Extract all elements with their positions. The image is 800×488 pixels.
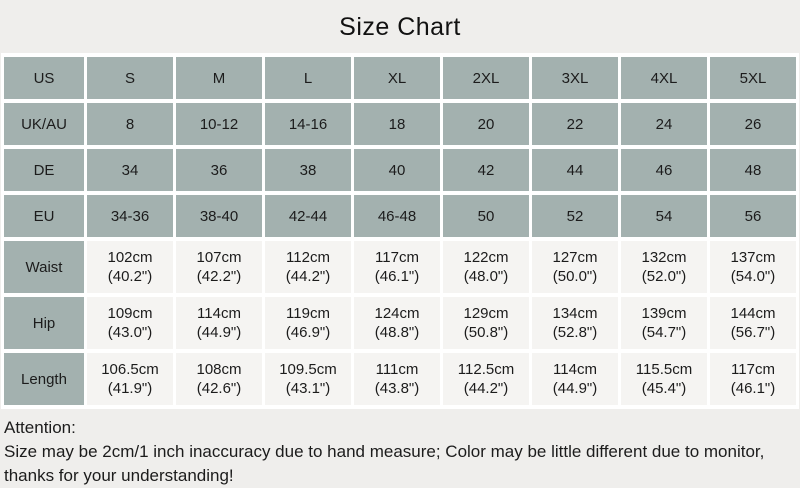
cell-waist-l: 112cm (44.2")	[265, 241, 351, 293]
cell-waist-s: 102cm (40.2")	[87, 241, 173, 293]
cell-us-l: L	[265, 57, 351, 99]
cell-ukau-4xl: 24	[621, 103, 707, 145]
cell-length-5xl: 117cm (46.1")	[710, 353, 796, 405]
page-title: Size Chart	[339, 13, 461, 41]
row-label-waist: Waist	[4, 241, 84, 293]
cell-hip-xl: 124cm (48.8")	[354, 297, 440, 349]
row-label-hip: Hip	[4, 297, 84, 349]
cell-ukau-m: 10-12	[176, 103, 262, 145]
cell-de-xl: 40	[354, 149, 440, 191]
cell-de-4xl: 46	[621, 149, 707, 191]
attention-note: Size may be 2cm/1 inch inaccuracy due to…	[4, 442, 765, 485]
cell-waist-4xl: 132cm (52.0")	[621, 241, 707, 293]
cell-de-2xl: 42	[443, 149, 529, 191]
table-row-de: DE 34 36 38 40 42 44 46 48	[4, 149, 796, 191]
cell-eu-3xl: 52	[532, 195, 618, 237]
cell-hip-m: 114cm (44.9")	[176, 297, 262, 349]
cell-us-xl: XL	[354, 57, 440, 99]
cell-de-l: 38	[265, 149, 351, 191]
cell-length-4xl: 115.5cm (45.4")	[621, 353, 707, 405]
cell-length-3xl: 114cm (44.9")	[532, 353, 618, 405]
cell-de-3xl: 44	[532, 149, 618, 191]
cell-eu-5xl: 56	[710, 195, 796, 237]
row-label-eu: EU	[4, 195, 84, 237]
cell-ukau-xl: 18	[354, 103, 440, 145]
cell-de-s: 34	[87, 149, 173, 191]
table-row-length: Length 106.5cm (41.9") 108cm (42.6") 109…	[4, 353, 796, 405]
attention-section: Attention: Size may be 2cm/1 inch inaccu…	[0, 409, 800, 488]
cell-hip-2xl: 129cm (50.8")	[443, 297, 529, 349]
attention-heading: Attention:	[4, 418, 76, 437]
cell-hip-3xl: 134cm (52.8")	[532, 297, 618, 349]
cell-us-5xl: 5XL	[710, 57, 796, 99]
table-row-ukau: UK/AU 8 10-12 14-16 18 20 22 24 26	[4, 103, 796, 145]
row-label-length: Length	[4, 353, 84, 405]
row-label-us: US	[4, 57, 84, 99]
cell-eu-4xl: 54	[621, 195, 707, 237]
cell-length-m: 108cm (42.6")	[176, 353, 262, 405]
cell-waist-5xl: 137cm (54.0")	[710, 241, 796, 293]
cell-ukau-3xl: 22	[532, 103, 618, 145]
cell-us-2xl: 2XL	[443, 57, 529, 99]
cell-waist-2xl: 122cm (48.0")	[443, 241, 529, 293]
cell-eu-s: 34-36	[87, 195, 173, 237]
cell-ukau-s: 8	[87, 103, 173, 145]
cell-ukau-l: 14-16	[265, 103, 351, 145]
row-label-ukau: UK/AU	[4, 103, 84, 145]
table-row-hip: Hip 109cm (43.0") 114cm (44.9") 119cm (4…	[4, 297, 796, 349]
cell-eu-2xl: 50	[443, 195, 529, 237]
cell-waist-3xl: 127cm (50.0")	[532, 241, 618, 293]
table-row-us: US S M L XL 2XL 3XL 4XL 5XL	[4, 57, 796, 99]
row-label-de: DE	[4, 149, 84, 191]
cell-length-2xl: 112.5cm (44.2")	[443, 353, 529, 405]
cell-hip-l: 119cm (46.9")	[265, 297, 351, 349]
cell-us-s: S	[87, 57, 173, 99]
cell-waist-xl: 117cm (46.1")	[354, 241, 440, 293]
cell-hip-5xl: 144cm (56.7")	[710, 297, 796, 349]
cell-length-xl: 111cm (43.8")	[354, 353, 440, 405]
size-chart-table: US S M L XL 2XL 3XL 4XL 5XL UK/AU 8 10-1…	[1, 53, 799, 409]
cell-ukau-5xl: 26	[710, 103, 796, 145]
table-row-eu: EU 34-36 38-40 42-44 46-48 50 52 54 56	[4, 195, 796, 237]
cell-hip-s: 109cm (43.0")	[87, 297, 173, 349]
cell-de-5xl: 48	[710, 149, 796, 191]
cell-us-m: M	[176, 57, 262, 99]
cell-hip-4xl: 139cm (54.7")	[621, 297, 707, 349]
cell-ukau-2xl: 20	[443, 103, 529, 145]
cell-us-3xl: 3XL	[532, 57, 618, 99]
cell-eu-l: 42-44	[265, 195, 351, 237]
cell-length-l: 109.5cm (43.1")	[265, 353, 351, 405]
table-row-waist: Waist 102cm (40.2") 107cm (42.2") 112cm …	[4, 241, 796, 293]
cell-length-s: 106.5cm (41.9")	[87, 353, 173, 405]
cell-de-m: 36	[176, 149, 262, 191]
cell-waist-m: 107cm (42.2")	[176, 241, 262, 293]
cell-us-4xl: 4XL	[621, 57, 707, 99]
cell-eu-m: 38-40	[176, 195, 262, 237]
cell-eu-xl: 46-48	[354, 195, 440, 237]
